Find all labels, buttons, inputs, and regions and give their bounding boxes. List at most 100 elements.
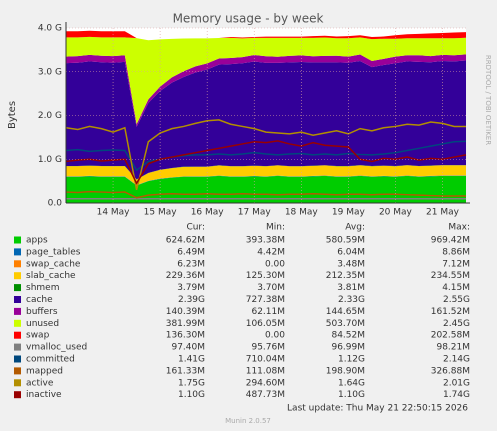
legend-stat: 6.49M (177, 247, 205, 257)
y-axis-label: Bytes (7, 101, 18, 129)
legend-swatch (14, 355, 21, 363)
line (65, 119, 466, 191)
legend-stat: 710.04M (246, 355, 285, 365)
legend-stat: 2.14G (443, 355, 470, 365)
legend-stat: 125.30M (246, 271, 285, 281)
x-tick-label: 20 May (379, 208, 413, 218)
legend-label: swap (26, 331, 50, 341)
legend-stat: 624.62M (166, 236, 205, 246)
legend-swatch (14, 284, 21, 292)
legend-header: Min: (266, 223, 285, 233)
legend-swatch (14, 307, 21, 315)
x-tick-label: 18 May (285, 208, 319, 218)
legend-stat: 6.04M (337, 247, 365, 257)
x-tick-label: 15 May (144, 208, 178, 218)
legend-stat: 62.11M (251, 307, 285, 317)
line (65, 190, 466, 199)
area (66, 175, 466, 186)
legend-stat: 381.99M (166, 319, 205, 329)
area (66, 165, 466, 186)
legend-label: inactive (26, 390, 62, 400)
legend-stat: 84.52M (331, 331, 365, 341)
legend-stat: 97.40M (171, 343, 205, 353)
legend-swatch (14, 319, 21, 327)
area (66, 175, 466, 203)
legend-stat: 140.39M (166, 307, 205, 317)
legend-swatch (14, 331, 21, 339)
chart-title: Memory usage - by week (173, 12, 324, 26)
legend-stat: 1.75G (178, 378, 205, 388)
legend-stat: 2.33G (338, 295, 365, 305)
legend-stat: 3.70M (257, 283, 285, 293)
legend-stat: 0.00 (265, 331, 285, 341)
legend-stat: 96.99M (331, 343, 365, 353)
legend-label: active (26, 378, 54, 388)
legend-stat: 326.88M (431, 366, 470, 376)
legend-swatch (14, 272, 21, 280)
legend-stat: 98.21M (436, 343, 470, 353)
legend-swatch (14, 248, 21, 256)
y-tick-label: 2.0 G (38, 111, 62, 121)
x-tick-label: 14 May (97, 208, 131, 218)
legend-stat: 2.39G (178, 295, 205, 305)
footer: Munin 2.0.57 (225, 417, 271, 425)
legend-stat: 202.58M (431, 331, 470, 341)
legend-stat: 161.52M (431, 307, 470, 317)
legend-swatch (14, 391, 21, 399)
legend-label: committed (26, 355, 75, 365)
legend-label: slab_cache (26, 271, 76, 281)
legend-stat: 4.15M (442, 283, 470, 293)
legend-stat: 4.42M (257, 247, 285, 257)
x-tick-label: 17 May (238, 208, 272, 218)
legend-stat: 95.76M (251, 343, 285, 353)
legend-label: buffers (26, 307, 58, 317)
legend-stat: 2.01G (443, 378, 470, 388)
line (65, 140, 467, 185)
legend-stat: 503.70M (326, 319, 365, 329)
legend-stat: 727.38M (246, 295, 285, 305)
legend-label: apps (26, 236, 48, 246)
legend-swatch (14, 379, 21, 387)
legend-stat: 1.10G (338, 390, 365, 400)
last-update: Last update: Thu May 21 22:50:15 2026 (287, 404, 468, 414)
y-tick-label: 1.0 G (38, 155, 62, 165)
legend-stat: 2.55G (443, 295, 470, 305)
legend-stat: 1.12G (338, 355, 365, 365)
x-tick-label: 19 May (332, 208, 366, 218)
area (66, 60, 466, 180)
legend-swatch (14, 260, 21, 268)
legend-stat: 3.81M (337, 283, 365, 293)
legend-header: Avg: (345, 223, 365, 233)
x-tick-label: 16 May (191, 208, 225, 218)
legend-swatch (14, 367, 21, 375)
legend-stat: 6.23M (177, 259, 205, 269)
legend-swatch (14, 236, 21, 244)
legend-swatch (14, 343, 21, 351)
legend-stat: 234.55M (431, 271, 470, 281)
legend-label: unused (26, 319, 59, 329)
legend-stat: 1.10G (178, 390, 205, 400)
legend-stat: 487.73M (246, 390, 285, 400)
legend-stat: 393.38M (246, 236, 285, 246)
legend-stat: 8.86M (442, 247, 470, 257)
legend-stat: 198.90M (326, 366, 365, 376)
legend-label: vmalloc_used (26, 343, 87, 353)
area (66, 54, 466, 127)
legend-stat: 1.74G (443, 390, 470, 400)
legend-stat: 1.64G (338, 378, 365, 388)
y-tick-label: 0.0 (48, 199, 63, 209)
legend-stat: 580.59M (326, 236, 365, 246)
legend-stat: 212.35M (326, 271, 365, 281)
legend-stat: 161.33M (166, 366, 205, 376)
legend-stat: 2.45G (443, 319, 470, 329)
legend-header: Max: (448, 223, 470, 233)
legend-stat: 144.65M (326, 307, 365, 317)
area (66, 175, 466, 186)
legend-label: cache (26, 295, 53, 305)
legend-stat: 111.08M (246, 366, 285, 376)
legend-label: shmem (26, 283, 59, 293)
legend-stat: 7.12M (442, 259, 470, 269)
legend-stat: 106.05M (246, 319, 285, 329)
legend-label: page_tables (26, 247, 81, 257)
